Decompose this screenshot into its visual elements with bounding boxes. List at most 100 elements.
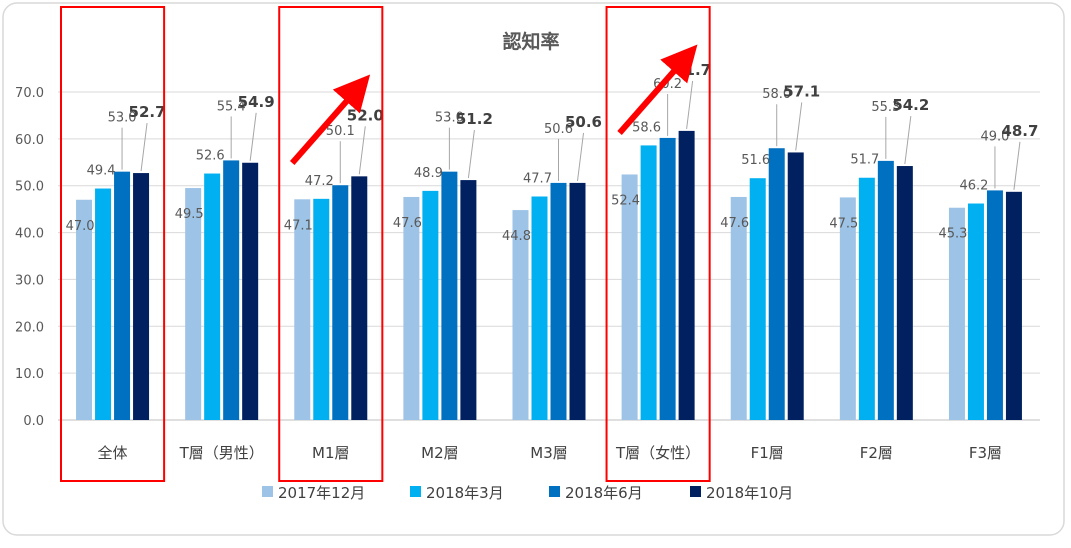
bar xyxy=(768,148,785,420)
bar xyxy=(569,182,586,420)
data-label: 58.6 xyxy=(632,120,661,135)
legend-label: 2018年6月 xyxy=(565,484,643,502)
data-label-leader xyxy=(904,115,912,165)
data-label: 51.2 xyxy=(456,110,493,128)
y-tick-label: 0.0 xyxy=(23,414,44,429)
data-label: 57.1 xyxy=(783,82,820,100)
legend-label: 2018年3月 xyxy=(426,484,504,502)
data-label-leader xyxy=(467,130,475,179)
category-label: F1層 xyxy=(751,444,784,462)
data-label: 52.4 xyxy=(611,193,640,208)
y-tick-label: 50.0 xyxy=(15,180,44,195)
data-label: 50.6 xyxy=(565,113,602,131)
legend-swatch xyxy=(549,486,560,497)
data-label: 55.4 xyxy=(217,99,246,114)
bar xyxy=(95,188,112,420)
bar xyxy=(640,145,657,420)
data-label-leader xyxy=(249,112,257,161)
y-tick-label: 60.0 xyxy=(15,133,44,148)
bar xyxy=(986,190,1003,420)
data-label: 48.9 xyxy=(414,166,443,181)
data-label: 45.3 xyxy=(938,227,967,242)
highlight-box xyxy=(60,6,166,482)
trend-arrow xyxy=(617,44,698,135)
data-label: 46.2 xyxy=(959,179,988,194)
data-label: 47.0 xyxy=(66,219,95,234)
bar xyxy=(550,182,567,420)
bar xyxy=(133,173,150,420)
y-tick-label: 20.0 xyxy=(15,320,44,335)
data-label: 53.0 xyxy=(108,111,137,126)
bar xyxy=(948,207,965,420)
bar xyxy=(621,174,638,420)
category-label: F3層 xyxy=(969,444,1002,462)
data-label-leader xyxy=(795,102,803,151)
bar xyxy=(76,199,93,420)
data-label-leader xyxy=(686,80,694,129)
bar-layer xyxy=(76,130,1022,421)
bar xyxy=(403,196,420,420)
bar xyxy=(749,178,766,420)
category-label: M1層 xyxy=(312,444,350,462)
y-tick-label: 30.0 xyxy=(15,273,44,288)
bar xyxy=(678,130,695,421)
data-label: 55.3 xyxy=(871,100,900,115)
data-label: 50.6 xyxy=(544,122,573,137)
bar xyxy=(441,171,458,420)
data-label: 44.8 xyxy=(502,229,531,244)
bar xyxy=(877,160,894,420)
data-label: 54.2 xyxy=(892,96,929,114)
data-label: 58.0 xyxy=(762,87,791,102)
category-label: F2層 xyxy=(860,444,893,462)
legend-swatch xyxy=(262,486,273,497)
data-label-leader xyxy=(1013,141,1021,190)
bar xyxy=(896,166,913,420)
bar xyxy=(204,173,221,420)
legend-swatch xyxy=(410,486,421,497)
data-label: 47.1 xyxy=(284,218,313,233)
grid-layer xyxy=(58,91,1040,421)
bar xyxy=(242,162,259,421)
data-label: 47.5 xyxy=(829,216,858,231)
bar xyxy=(787,152,804,420)
bar xyxy=(858,177,875,420)
highlight-box xyxy=(278,6,384,482)
trend-arrows xyxy=(289,44,698,165)
category-label: 全体 xyxy=(98,444,128,462)
y-tick-label: 70.0 xyxy=(15,86,44,101)
y-tick-label: 10.0 xyxy=(15,367,44,382)
bar xyxy=(460,180,477,420)
bar xyxy=(294,199,311,420)
bar xyxy=(839,197,856,420)
data-label: 49.0 xyxy=(980,129,1009,144)
bar xyxy=(422,190,439,420)
data-label: 51.6 xyxy=(741,153,770,168)
bar xyxy=(332,185,349,420)
data-label-layer: 47.0 49.5 47.1 47.6 44.8 52.4 47.6 47.5 45.3 49.4… xyxy=(66,61,1039,244)
bar xyxy=(967,203,984,420)
data-label: 51.7 xyxy=(850,153,879,168)
legend-label: 2017年12月 xyxy=(278,484,365,502)
data-label: 47.6 xyxy=(720,216,749,231)
bar xyxy=(730,196,747,420)
category-label: T層（女性） xyxy=(615,444,700,462)
data-label: 49.4 xyxy=(87,164,116,179)
bar xyxy=(512,210,529,420)
category-label: M3層 xyxy=(530,444,568,462)
highlight-box xyxy=(605,6,711,482)
category-label: M2層 xyxy=(421,444,459,462)
category-axis: 全体 T層（男性） M1層 M2層 M3層 T層（女性） F1層 F2層 F3層 xyxy=(98,444,1002,462)
trend-arrow xyxy=(289,74,371,165)
data-label: 52.7 xyxy=(129,103,166,121)
bar xyxy=(531,196,548,420)
y-axis-ticks: 0.0 10.0 20.0 30.0 40.0 50.0 60.0 70.0 xyxy=(15,86,44,429)
bar xyxy=(1005,191,1022,420)
category-label: T層（男性） xyxy=(179,444,264,462)
data-label-leader xyxy=(577,132,584,181)
legend-swatch xyxy=(690,486,701,497)
data-label: 47.2 xyxy=(305,174,334,189)
data-label: 48.7 xyxy=(1001,122,1038,140)
data-label: 47.6 xyxy=(393,216,422,231)
